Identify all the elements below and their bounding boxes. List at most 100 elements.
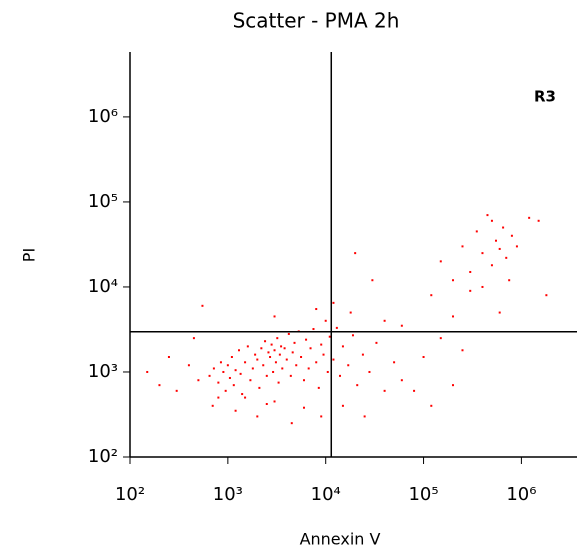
point	[494, 239, 497, 242]
point	[307, 367, 310, 370]
point	[228, 376, 231, 379]
point	[276, 337, 279, 340]
y-tick-label: 10²	[88, 446, 118, 467]
point	[505, 256, 508, 259]
point	[232, 384, 235, 387]
point	[490, 264, 493, 267]
point	[422, 356, 425, 359]
point	[285, 358, 288, 361]
point	[273, 315, 276, 318]
point	[326, 370, 329, 373]
point	[256, 415, 259, 418]
point	[230, 356, 233, 359]
point	[241, 393, 244, 396]
point	[375, 341, 378, 344]
point	[262, 364, 265, 367]
point	[212, 367, 215, 370]
point	[349, 311, 352, 314]
point	[281, 367, 284, 370]
point	[222, 370, 225, 373]
point	[324, 319, 327, 322]
point	[273, 349, 276, 352]
point	[260, 347, 263, 350]
point	[305, 338, 308, 341]
point	[320, 343, 323, 346]
point	[461, 245, 464, 248]
point	[258, 386, 261, 389]
point	[293, 341, 296, 344]
point	[481, 285, 484, 288]
x-tick-label: 10⁵	[408, 484, 438, 505]
point	[341, 345, 344, 348]
point	[265, 403, 268, 406]
point	[469, 270, 472, 273]
point	[234, 369, 237, 372]
point	[469, 289, 472, 292]
point	[219, 361, 222, 364]
point	[461, 349, 464, 352]
point	[289, 374, 292, 377]
point	[197, 379, 200, 382]
point	[328, 335, 331, 338]
point	[320, 415, 323, 418]
point	[256, 358, 259, 361]
point	[475, 230, 478, 233]
point	[502, 226, 505, 229]
point	[217, 396, 220, 399]
point	[315, 308, 318, 311]
point	[452, 279, 455, 282]
point	[528, 216, 531, 219]
x-tick-label: 10⁴	[311, 484, 341, 505]
point	[274, 361, 277, 364]
point	[290, 422, 293, 425]
point	[413, 389, 416, 392]
point	[211, 404, 214, 407]
point	[234, 409, 237, 412]
x-tick-label: 10⁶	[506, 484, 536, 505]
point	[371, 279, 374, 282]
point	[338, 374, 341, 377]
point	[400, 324, 403, 327]
point	[244, 396, 247, 399]
point	[291, 351, 294, 354]
point	[309, 347, 312, 350]
point	[226, 364, 229, 367]
point	[251, 367, 254, 370]
chart-title: Scatter - PMA 2h	[233, 9, 400, 33]
point	[317, 386, 320, 389]
point	[167, 356, 170, 359]
point	[158, 384, 161, 387]
point	[545, 294, 548, 297]
point	[368, 370, 371, 373]
point	[265, 374, 268, 377]
point	[283, 347, 286, 350]
point	[302, 379, 305, 382]
point	[244, 361, 247, 364]
point	[278, 353, 281, 356]
x-tick-label: 10²	[115, 484, 145, 505]
point	[175, 389, 178, 392]
point	[400, 379, 403, 382]
point	[430, 294, 433, 297]
point	[430, 404, 433, 407]
point	[537, 219, 540, 222]
point	[322, 353, 325, 356]
y-tick-label: 10⁶	[88, 106, 118, 127]
point	[361, 353, 364, 356]
region-label: R3	[534, 88, 556, 106]
point	[490, 219, 493, 222]
point	[187, 364, 190, 367]
point	[208, 374, 211, 377]
y-axis-label: PI	[20, 248, 39, 262]
point	[239, 372, 242, 375]
point	[295, 364, 298, 367]
point	[254, 353, 257, 356]
point	[277, 381, 280, 384]
point	[335, 326, 338, 329]
point	[287, 332, 290, 335]
point	[264, 340, 267, 343]
point	[237, 349, 240, 352]
point	[508, 279, 511, 282]
y-tick-label: 10⁴	[88, 276, 118, 297]
